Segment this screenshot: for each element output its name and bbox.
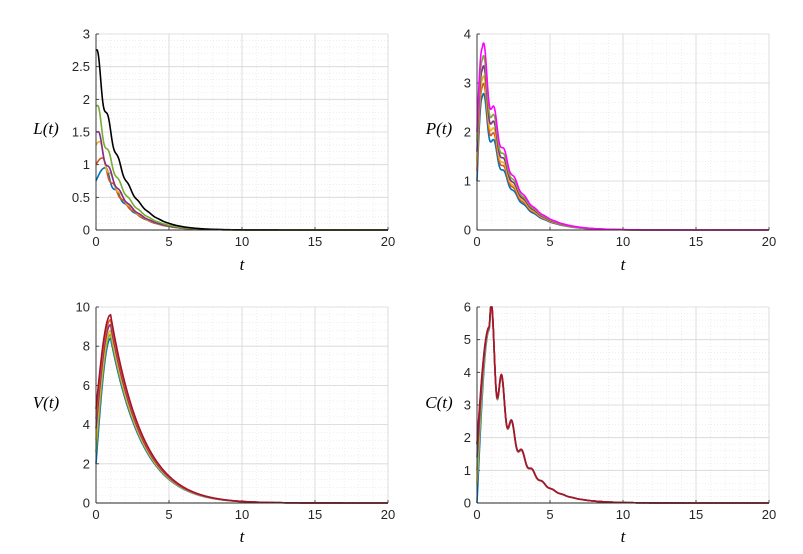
- x-tick-label-v: 5: [165, 507, 172, 522]
- y-axis-label-l: L(t): [32, 119, 59, 138]
- y-tick-label-l: 2: [83, 92, 90, 107]
- x-tick-label-l: 10: [235, 234, 249, 249]
- y-tick-label-l: 0: [83, 223, 90, 238]
- y-tick-label-c: 5: [464, 332, 471, 347]
- x-tick-label-l: 20: [381, 234, 395, 249]
- x-tick-label-l: 15: [308, 234, 322, 249]
- y-tick-label-v: 6: [83, 378, 90, 393]
- x-tick-label-c: 20: [762, 507, 776, 522]
- x-tick-label-c: 0: [473, 507, 480, 522]
- x-tick-label-c: 5: [546, 507, 553, 522]
- y-tick-label-v: 2: [83, 456, 90, 471]
- x-tick-label-c: 10: [616, 507, 630, 522]
- y-tick-label-c: 1: [464, 463, 471, 478]
- x-tick-label-v: 10: [235, 507, 249, 522]
- x-tick-label-p: 5: [546, 234, 553, 249]
- y-tick-label-c: 4: [464, 365, 471, 380]
- y-tick-label-v: 0: [83, 496, 90, 511]
- x-tick-label-l: 5: [165, 234, 172, 249]
- x-tick-label-p: 0: [473, 234, 480, 249]
- x-axis-label-v: t: [240, 527, 246, 546]
- y-tick-label-c: 0: [464, 496, 471, 511]
- y-axis-label-p: P(t): [425, 119, 453, 138]
- y-tick-label-v: 10: [76, 300, 90, 315]
- y-axis-label-c: C(t): [425, 393, 453, 412]
- x-tick-label-v: 20: [381, 507, 395, 522]
- y-tick-label-c: 3: [464, 398, 471, 413]
- y-tick-label-l: 2.5: [72, 59, 90, 74]
- x-tick-label-p: 10: [616, 234, 630, 249]
- y-tick-label-p: 0: [464, 223, 471, 238]
- subplot-p: 0 5 10 15 20 0 1 2 3 4 P(t) t: [425, 27, 776, 275]
- x-axis-label-l: t: [240, 255, 246, 274]
- y-tick-label-l: 1: [83, 157, 90, 172]
- x-tick-label-p: 15: [689, 234, 703, 249]
- y-tick-label-c: 2: [464, 430, 471, 445]
- subplot-l: 0 5 10 15 20 0 0.5 1 1.5 2 2.5 3 L(t) t: [32, 27, 395, 275]
- y-tick-label-p: 2: [464, 125, 471, 140]
- x-axis-label-c: t: [621, 527, 627, 546]
- y-tick-label-p: 3: [464, 76, 471, 91]
- y-tick-label-l: 1.5: [72, 125, 90, 140]
- x-tick-label-p: 20: [762, 234, 776, 249]
- y-tick-label-l: 3: [83, 27, 90, 42]
- x-tick-label-l: 0: [92, 234, 99, 249]
- y-axis-label-v: V(t): [33, 393, 60, 412]
- y-tick-label-p: 4: [464, 27, 471, 42]
- subplot-v: 0 5 10 15 20 0 2 4 6 8 10 V(t) t: [33, 300, 395, 547]
- y-tick-label-v: 4: [83, 417, 90, 432]
- y-tick-label-l: 0.5: [72, 190, 90, 205]
- x-tick-label-c: 15: [689, 507, 703, 522]
- subplot-c: 0 5 10 15 20 0 1 2 3 4 5 6 C(t) t: [425, 300, 776, 547]
- y-tick-label-v: 8: [83, 339, 90, 354]
- x-tick-label-v: 0: [92, 507, 99, 522]
- x-tick-label-v: 15: [308, 507, 322, 522]
- y-tick-label-c: 6: [464, 300, 471, 315]
- y-tick-label-p: 1: [464, 174, 471, 189]
- x-axis-label-p: t: [621, 255, 627, 274]
